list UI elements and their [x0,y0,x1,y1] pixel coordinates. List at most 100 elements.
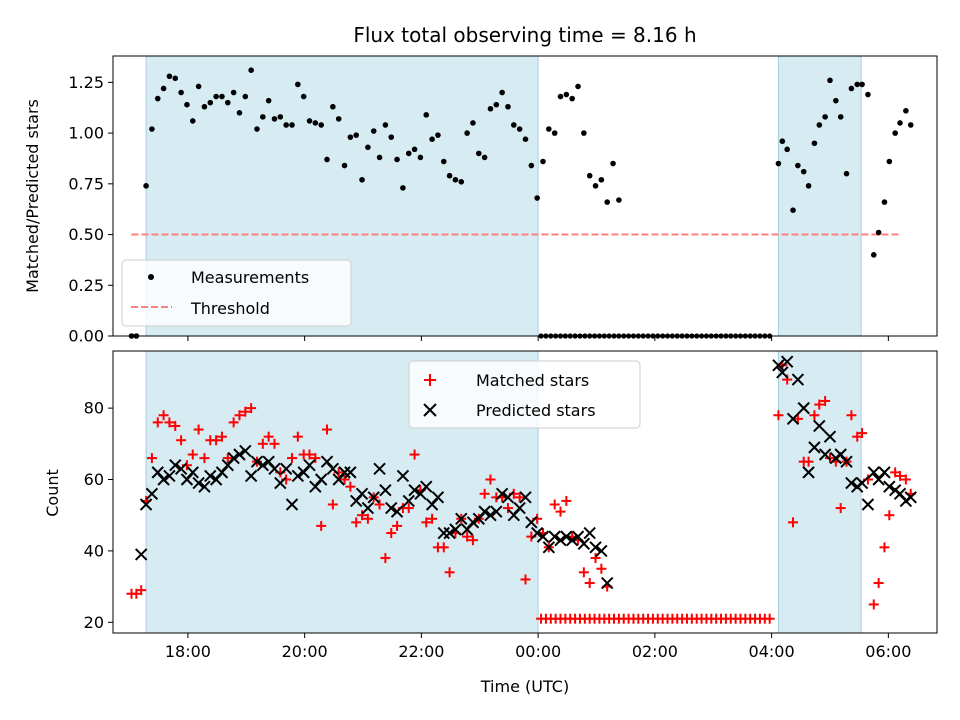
legend-label-matched: Matched stars [476,371,589,390]
bottom-xtick-label-4: 02:00 [632,642,678,661]
bottom-xtick-label-3: 00:00 [515,642,561,661]
measurement-point [243,94,249,100]
measurement-point [776,161,782,167]
measurement-point [494,102,500,108]
measurement-point [388,134,394,140]
measurement-point [523,136,529,142]
measurement-point [324,157,330,163]
measurement-point [859,82,865,88]
measurement-point [313,120,319,126]
measurement-point [844,171,850,177]
measurement-point [371,128,377,134]
measurement-point [254,126,260,132]
measurement-point [903,108,909,114]
bottom-ytick-label-1: 40 [84,541,104,560]
measurement-point [534,195,540,201]
measurement-point [780,138,786,144]
measurement-point [812,140,818,146]
measurement-point [178,90,184,96]
measurement-point [604,199,610,205]
top-ytick-label-5: 1.25 [68,73,104,92]
measurement-point [517,126,523,132]
measurement-point [435,132,441,138]
measurement-point [558,94,564,100]
measurement-point [453,177,459,183]
measurement-point [429,136,435,142]
measurement-point [795,163,801,169]
measurement-point [231,90,237,96]
measurement-point [213,94,219,100]
measurement-point [167,73,173,79]
measurement-point [581,130,587,136]
bottom-xtick-label-1: 20:00 [282,642,328,661]
top-ytick-label-0: 0.00 [68,327,104,346]
measurement-point [307,118,313,124]
measurement-point [505,104,511,110]
measurement-point [552,130,558,136]
measurement-point [190,118,196,124]
measurement-point [470,120,476,126]
measurement-point [593,183,599,189]
top-ytick-label-1: 0.25 [68,276,104,295]
measurement-point [458,179,464,185]
bottom-ytick-label-0: 20 [84,613,104,632]
measurement-point [499,90,505,96]
measurement-point [790,207,796,213]
legend-label-threshold: Threshold [190,299,270,318]
top-ytick-label-3: 0.75 [68,174,104,193]
measurement-point [336,116,342,122]
measurement-point [447,173,453,179]
measurement-point [412,147,418,153]
measurement-point [892,130,898,136]
measurement-point [616,197,622,203]
measurement-point [587,173,593,179]
measurement-point [266,98,272,104]
bottom-ytick-label-2: 60 [84,470,104,489]
measurement-point [161,86,167,92]
measurement-point [377,155,383,161]
measurement-point [833,98,839,104]
measurement-point [383,122,389,128]
measurement-point [610,161,616,167]
top-y-axis-label: Matched/Predicted stars [23,99,42,293]
measurement-point [172,76,178,82]
measurement-point [207,100,213,106]
bottom-y-axis-label: Count [43,469,62,517]
measurement-point [272,116,278,122]
measurement-point [283,122,289,128]
measurement-point [827,78,833,84]
measurement-point [529,163,535,169]
measurement-point [569,96,575,102]
measurement-point [143,183,149,189]
bottom-xtick-label-0: 18:00 [165,642,211,661]
measurement-point [219,94,225,100]
measurement-point [184,102,190,108]
legend-label-measurements: Measurements [191,268,309,287]
measurement-point [887,159,893,165]
ratio-panel: 0.00 0.25 0.50 0.75 1.00 1.25 Flux total obse… [23,23,937,346]
top-shaded-interval-1 [778,56,861,336]
measurement-point [575,84,581,90]
measurement-point [822,114,828,120]
measurement-point [418,155,424,161]
bottom-xtick-label-2: 22:00 [398,642,444,661]
measurement-point [225,100,231,106]
measurement-point [882,199,888,205]
measurement-point [816,122,822,128]
measurement-point [511,122,517,128]
measurement-point [854,82,860,88]
measurement-point [202,104,208,110]
measurement-point [237,110,243,116]
figure: 0.000.250.500.751.001.25 Flux total obse… [0,0,960,720]
measurement-point [365,145,371,151]
top-legend: Measurements Threshold [122,260,351,326]
measurement-point [359,177,365,183]
measurement-point [423,112,429,118]
measurement-point [540,159,546,165]
measurement-point [784,147,790,153]
measurement-point [353,132,359,138]
legend-label-predicted: Predicted stars [476,401,596,420]
measurement-point [908,122,914,128]
measurement-point [876,230,882,236]
measurement-point [849,86,855,92]
